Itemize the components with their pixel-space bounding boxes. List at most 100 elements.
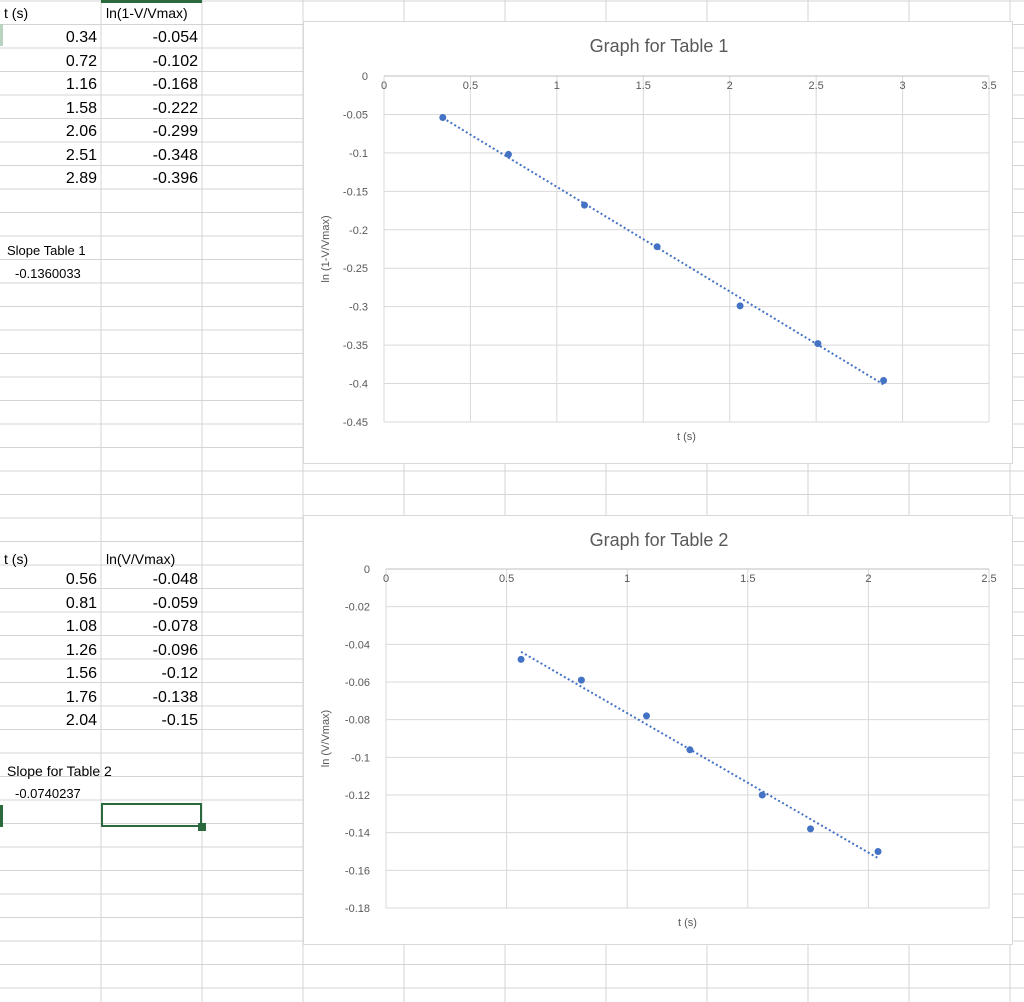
table2-cell-ln[interactable]: -0.12 bbox=[161, 665, 198, 682]
x-tick-label: 2.5 bbox=[981, 573, 996, 585]
table2-header-ln[interactable]: ln(V/Vmax) bbox=[106, 551, 176, 567]
table2-cell-t[interactable]: 2.04 bbox=[65, 712, 97, 729]
data-point bbox=[874, 848, 882, 855]
y-tick-label: -0.08 bbox=[345, 715, 370, 727]
x-tick-label: 2 bbox=[727, 80, 733, 92]
table2-cell-t[interactable]: 1.56 bbox=[65, 665, 97, 682]
y-tick-label: -0.16 bbox=[345, 865, 370, 877]
table2-cell-t[interactable]: 1.08 bbox=[65, 618, 97, 635]
chart-table2[interactable]: 0 -0.02 -0.04 -0.06 -0.08 -0.1 -0.12 -0.14 -0.16… bbox=[303, 515, 1013, 945]
y-tick-label: -0.12 bbox=[345, 790, 370, 802]
y-tick-label: -0.2 bbox=[349, 225, 368, 237]
x-tick-label: 0.5 bbox=[499, 573, 514, 585]
table1-cell-ln[interactable]: -0.299 bbox=[152, 123, 198, 140]
active-cell-selection[interactable] bbox=[101, 803, 202, 827]
x-tick-label: 1.5 bbox=[636, 80, 651, 92]
chart-table2-plot: 0 -0.02 -0.04 -0.06 -0.08 -0.1 -0.12 -0.14 -0.16… bbox=[320, 530, 997, 929]
y-tick-label: 0 bbox=[364, 564, 370, 576]
data-point bbox=[758, 791, 766, 799]
table1-header-ln[interactable]: ln(1-V/Vmax) bbox=[106, 5, 188, 21]
table2-cell-ln[interactable]: -0.048 bbox=[152, 571, 198, 588]
x-tick-label: 0 bbox=[381, 80, 387, 92]
y-tick-label: -0.15 bbox=[343, 186, 368, 198]
trendline bbox=[442, 117, 885, 386]
table1-cell-ln[interactable]: -0.222 bbox=[152, 99, 198, 117]
data-point bbox=[577, 676, 585, 684]
y-tick-label: -0.02 bbox=[345, 602, 370, 614]
y-tick-label: -0.04 bbox=[345, 639, 370, 651]
y-tick-label: -0.35 bbox=[343, 340, 368, 352]
y-tick-label: -0.18 bbox=[345, 903, 370, 915]
x-axis-label: t (s) bbox=[678, 917, 697, 929]
y-tick-label: -0.1 bbox=[349, 148, 368, 160]
x-tick-label: 3.5 bbox=[981, 80, 996, 92]
chart-table1-plot: 0 -0.05 -0.1 -0.15 -0.2 -0.25 -0.3 -0.35 -0.4 -0.… bbox=[320, 36, 997, 443]
table1-slope-label[interactable]: Slope Table 1 bbox=[7, 243, 86, 258]
table2-slope-value[interactable]: -0.0740237 bbox=[15, 786, 81, 801]
y-tick-label: -0.06 bbox=[345, 677, 370, 689]
y-tick-label: -0.25 bbox=[343, 263, 368, 275]
row-indicator bbox=[0, 805, 3, 827]
y-axis-label: ln (V/Vmax) bbox=[320, 710, 332, 767]
table2-cell-ln[interactable]: -0.096 bbox=[152, 641, 198, 659]
table1-cell-ln[interactable]: -0.054 bbox=[152, 29, 198, 46]
table1-cell-ln[interactable]: -0.348 bbox=[152, 146, 198, 164]
x-tick-label: 2 bbox=[865, 573, 871, 585]
row-indicator bbox=[0, 24, 3, 46]
data-point bbox=[504, 150, 512, 158]
table2-cell-t[interactable]: 0.56 bbox=[65, 571, 97, 588]
column-indicator bbox=[101, 0, 202, 3]
table2-cell-t[interactable]: 0.81 bbox=[65, 594, 97, 612]
y-tick-label: 0 bbox=[362, 71, 368, 83]
table1-cell-ln[interactable]: -0.168 bbox=[152, 76, 198, 93]
chart-title: Graph for Table 2 bbox=[590, 530, 729, 550]
y-tick-label: -0.3 bbox=[349, 302, 368, 314]
data-point bbox=[642, 712, 650, 720]
data-point bbox=[814, 340, 822, 348]
y-tick-label: -0.05 bbox=[343, 109, 368, 121]
table1-cell-ln[interactable]: -0.102 bbox=[152, 52, 198, 70]
table2-slope-label[interactable]: Slope for Table 2 bbox=[7, 763, 112, 779]
table2-cell-ln[interactable]: -0.078 bbox=[152, 618, 198, 635]
table2-cell-ln[interactable]: -0.059 bbox=[152, 594, 198, 612]
data-point bbox=[736, 302, 744, 310]
chart-table1[interactable]: 0 -0.05 -0.1 -0.15 -0.2 -0.25 -0.3 -0.35 -0.4 -0.… bbox=[303, 21, 1013, 464]
x-tick-label: 1.5 bbox=[740, 573, 755, 585]
data-point bbox=[880, 376, 888, 384]
chart-title: Graph for Table 1 bbox=[590, 36, 729, 56]
x-tick-label: 1 bbox=[554, 80, 560, 92]
table1-cell-t[interactable]: 2.89 bbox=[65, 170, 97, 187]
x-tick-label: 2.5 bbox=[808, 80, 823, 92]
table1-slope-value[interactable]: -0.1360033 bbox=[15, 266, 81, 281]
table2-cell-ln[interactable]: -0.138 bbox=[152, 688, 198, 706]
y-tick-label: -0.4 bbox=[349, 379, 368, 391]
table1-cell-t[interactable]: 1.58 bbox=[65, 99, 97, 117]
x-tick-label: 1 bbox=[624, 573, 630, 585]
y-tick-label: -0.14 bbox=[345, 828, 370, 840]
data-point bbox=[517, 655, 525, 663]
data-point bbox=[581, 201, 589, 209]
table1-cell-t[interactable]: 2.06 bbox=[65, 123, 97, 140]
x-tick-label: 3 bbox=[900, 80, 906, 92]
data-point bbox=[807, 825, 815, 833]
y-tick-label: -0.1 bbox=[351, 752, 370, 764]
table1-cell-t[interactable]: 2.51 bbox=[65, 146, 97, 164]
table2-cell-t[interactable]: 1.76 bbox=[65, 688, 97, 706]
data-point bbox=[653, 243, 661, 251]
fill-handle[interactable] bbox=[198, 823, 206, 831]
trendline bbox=[520, 650, 879, 860]
table2-cell-ln[interactable]: -0.15 bbox=[161, 712, 198, 729]
table1-cell-t[interactable]: 1.16 bbox=[65, 76, 97, 93]
table1-cell-ln[interactable]: -0.396 bbox=[152, 170, 198, 187]
table1-cell-t[interactable]: 0.34 bbox=[65, 29, 97, 46]
data-point bbox=[439, 114, 447, 122]
table2-cell-t[interactable]: 1.26 bbox=[65, 641, 97, 659]
y-axis-label: ln (1-V/Vmax) bbox=[320, 215, 332, 282]
x-axis-label: t (s) bbox=[677, 431, 696, 443]
table2-header-t[interactable]: t (s) bbox=[4, 551, 29, 567]
data-point bbox=[686, 746, 694, 754]
table1-cell-t[interactable]: 0.72 bbox=[65, 52, 97, 70]
table1-header-t[interactable]: t (s) bbox=[4, 5, 29, 21]
x-tick-label: 0 bbox=[383, 573, 389, 585]
y-tick-label: -0.45 bbox=[343, 417, 368, 429]
